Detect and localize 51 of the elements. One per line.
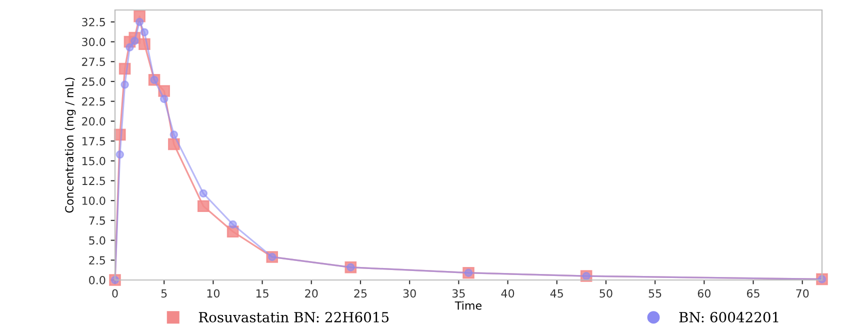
legend-label: Rosuvastatin BN: 22H6015 — [198, 312, 389, 322]
x-tick-label: 20 — [305, 289, 318, 298]
y-tick-label: 17.5 — [82, 137, 105, 146]
x-tick-label: 40 — [501, 289, 514, 298]
point — [138, 38, 150, 50]
point — [160, 94, 168, 104]
y-tick-label: 2.5 — [89, 256, 105, 265]
point — [114, 128, 126, 141]
x-tick-label: 5 — [161, 289, 167, 298]
point — [126, 43, 134, 52]
y-tick-label: 12.5 — [82, 176, 105, 186]
y-tick-label: 15.0 — [82, 156, 106, 166]
point — [168, 138, 180, 150]
y-tick-label: 30.0 — [82, 38, 106, 46]
point — [135, 18, 144, 26]
y-tick-label: 32.5 — [82, 18, 105, 26]
point — [118, 62, 131, 75]
point — [170, 130, 178, 139]
point — [226, 226, 239, 238]
x-tick-label: 45 — [550, 289, 563, 298]
x-axis-title: Time — [454, 301, 482, 310]
x-tick-label: 25 — [354, 289, 367, 298]
x-tick-label: 30 — [403, 289, 416, 298]
legend-label: BN: 60042201 — [679, 312, 778, 322]
x-tick-label: 55 — [648, 289, 662, 298]
x-tick-label: 60 — [698, 289, 710, 298]
point — [134, 10, 146, 22]
x-tick-label: 35 — [452, 289, 465, 298]
y-tick-label: 5.0 — [89, 236, 106, 245]
y-tick-label: 7.5 — [89, 216, 105, 225]
y-tick-label: 0.0 — [89, 276, 106, 284]
y-tick-label: 25.0 — [82, 77, 106, 86]
x-tick-label: 15 — [256, 289, 268, 298]
x-tick-label: 0 — [112, 289, 118, 298]
point — [140, 28, 149, 36]
x-tick-label: 10 — [207, 289, 220, 298]
x-tick-label: 50 — [600, 289, 612, 298]
point — [116, 150, 124, 159]
x-tick-label: 70 — [796, 289, 809, 298]
y-tick-label: 22.5 — [82, 97, 105, 106]
point — [128, 32, 141, 44]
point — [197, 200, 210, 212]
point — [158, 85, 170, 97]
point — [120, 80, 129, 89]
x-tick-label: 65 — [746, 289, 760, 298]
point — [228, 220, 237, 229]
y-tick-label: 10.0 — [82, 196, 106, 205]
y-tick-label: 27.5 — [82, 58, 105, 66]
y-axis-title: Concentration (mg / mL) — [64, 78, 76, 213]
point — [199, 189, 208, 198]
y-tick-label: 20.0 — [82, 117, 106, 126]
